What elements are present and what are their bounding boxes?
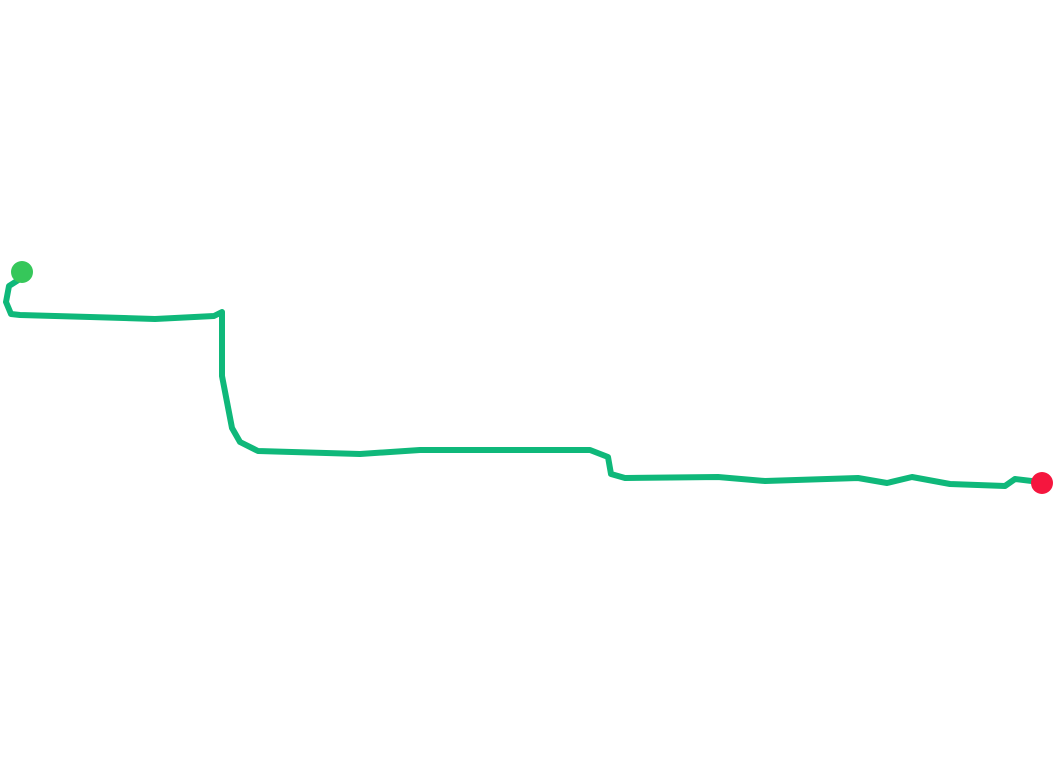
start-marker (11, 261, 33, 283)
route-line (3, 276, 1043, 489)
end-marker (1031, 472, 1053, 494)
